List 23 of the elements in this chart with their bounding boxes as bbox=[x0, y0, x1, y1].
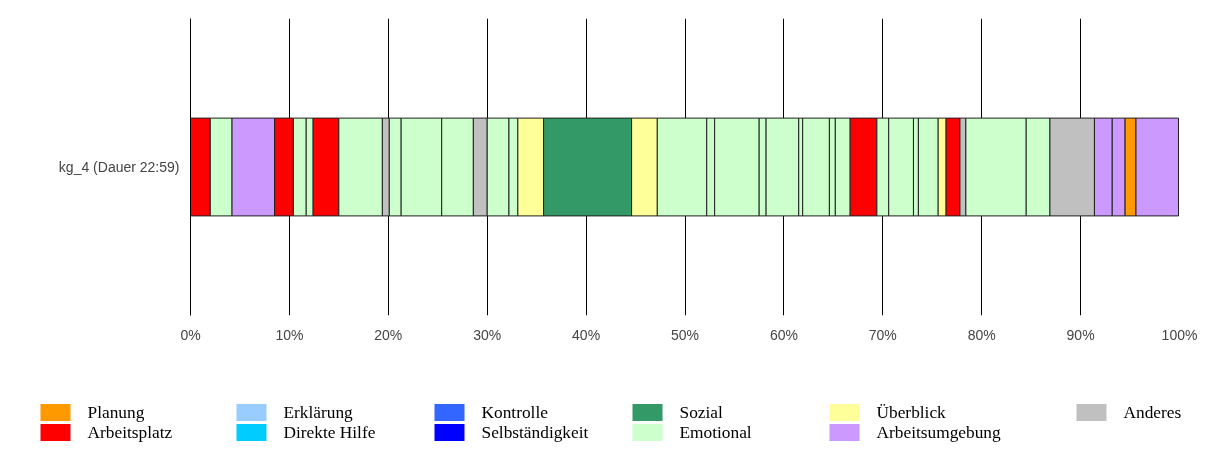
legend-label: Sozial bbox=[679, 403, 723, 422]
x-tick-label: 0% bbox=[180, 326, 201, 343]
x-tick-label: 10% bbox=[275, 326, 304, 343]
y-tick-label: kg_4 (Dauer 22:59) bbox=[58, 159, 180, 175]
x-tick-label: 70% bbox=[868, 326, 897, 343]
legend-label: Kontrolle bbox=[481, 403, 549, 422]
legend-label: Direkte Hilfe bbox=[283, 423, 376, 442]
legend-label: Arbeitsplatz bbox=[87, 423, 173, 442]
legend-label: Überblick bbox=[876, 403, 947, 422]
x-tick-label: 80% bbox=[967, 326, 996, 343]
legend-label: Selbständigkeit bbox=[481, 423, 589, 442]
legend-label: Anderes bbox=[1123, 403, 1182, 422]
x-tick-label: 30% bbox=[473, 326, 502, 343]
x-tick-label: 90% bbox=[1066, 326, 1095, 343]
x-tick-label: 60% bbox=[769, 326, 798, 343]
legend-label: Erklärung bbox=[283, 403, 354, 422]
legend-label: Planung bbox=[87, 403, 145, 422]
x-tick-label: 50% bbox=[670, 326, 700, 343]
legend-label: Emotional bbox=[679, 423, 752, 442]
x-tick-label: 20% bbox=[374, 326, 403, 343]
x-tick-label: 100% bbox=[1161, 326, 1198, 343]
legend-label: Arbeitsumgebung bbox=[876, 423, 1001, 442]
x-tick-label: 40% bbox=[572, 326, 601, 343]
